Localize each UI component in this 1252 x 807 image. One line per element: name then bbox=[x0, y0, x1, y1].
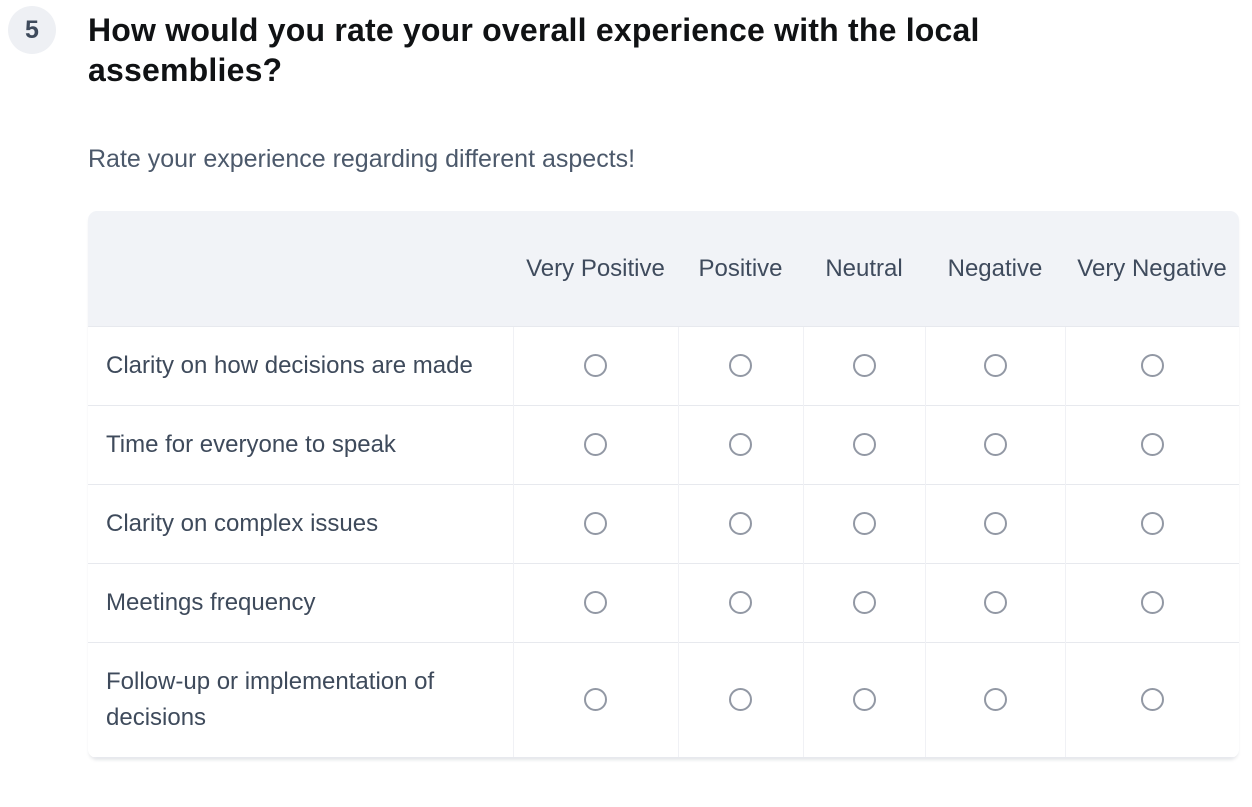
matrix-option-cell bbox=[802, 483, 925, 563]
matrix-option-cell bbox=[512, 562, 678, 642]
radio-button[interactable] bbox=[852, 433, 876, 456]
matrix-row-label: Clarity on complex issues bbox=[88, 483, 513, 563]
matrix-body: Clarity on how decisions are made Time fo… bbox=[88, 325, 1239, 758]
matrix-option-cell bbox=[677, 562, 803, 642]
matrix-option-cell bbox=[512, 325, 678, 405]
radio-button[interactable] bbox=[1140, 591, 1164, 614]
radio-button[interactable] bbox=[584, 688, 607, 711]
radio-button[interactable] bbox=[852, 512, 876, 535]
matrix-option-cell bbox=[802, 404, 925, 484]
matrix-option-cell bbox=[924, 325, 1065, 405]
question-title: How would you rate your overall experien… bbox=[88, 12, 980, 88]
matrix-option-cell bbox=[924, 483, 1065, 563]
radio-button[interactable] bbox=[729, 354, 752, 377]
radio-button[interactable] bbox=[729, 512, 752, 535]
question-number: 5 bbox=[25, 15, 39, 44]
matrix-row-label: Follow-up or implementation of decisions bbox=[88, 641, 513, 758]
matrix-option-cell bbox=[1064, 404, 1239, 484]
matrix-option-cell bbox=[677, 483, 803, 563]
matrix-option-cell bbox=[1064, 325, 1239, 405]
radio-button[interactable] bbox=[983, 433, 1007, 456]
radio-button[interactable] bbox=[852, 591, 876, 614]
radio-button[interactable] bbox=[1140, 512, 1164, 535]
matrix-table: Very Positive Positive Neutral Negative Very… bbox=[88, 211, 1239, 758]
radio-button[interactable] bbox=[1140, 433, 1164, 456]
question-description: Rate your experience regarding different… bbox=[88, 145, 636, 173]
matrix-option-cell bbox=[677, 325, 803, 405]
matrix-option-cell bbox=[924, 404, 1065, 484]
matrix-row-label: Meetings frequency bbox=[88, 562, 513, 642]
matrix-column-header: Very Negative bbox=[1065, 211, 1239, 326]
matrix-row-label: Clarity on how decisions are made bbox=[88, 325, 513, 405]
matrix-option-cell bbox=[677, 404, 803, 484]
radio-button[interactable] bbox=[1140, 688, 1164, 711]
matrix-header: Very Positive Positive Neutral Negative Very… bbox=[88, 211, 1239, 326]
radio-button[interactable] bbox=[983, 354, 1007, 377]
matrix-option-cell bbox=[1064, 641, 1239, 758]
radio-button[interactable] bbox=[1140, 354, 1164, 377]
matrix-column-header: Negative bbox=[925, 211, 1065, 326]
radio-button[interactable] bbox=[584, 354, 607, 377]
matrix-row: Clarity on complex issues bbox=[88, 483, 1239, 563]
radio-button[interactable] bbox=[983, 688, 1007, 711]
radio-button[interactable] bbox=[983, 591, 1007, 614]
matrix-option-cell bbox=[512, 483, 678, 563]
matrix-option-cell bbox=[677, 641, 803, 758]
matrix-row-label: Time for everyone to speak bbox=[88, 404, 513, 484]
radio-button[interactable] bbox=[983, 512, 1007, 535]
matrix-option-cell bbox=[802, 325, 925, 405]
matrix-column-header: Neutral bbox=[803, 211, 925, 326]
radio-button[interactable] bbox=[729, 688, 752, 711]
radio-button[interactable] bbox=[584, 433, 607, 456]
question-number-badge: 5 bbox=[8, 6, 56, 54]
matrix-option-cell bbox=[1064, 562, 1239, 642]
matrix-option-cell bbox=[1064, 483, 1239, 563]
matrix-row: Clarity on how decisions are made bbox=[88, 325, 1239, 405]
radio-button[interactable] bbox=[729, 591, 752, 614]
matrix-header-corner bbox=[88, 211, 513, 326]
matrix-option-cell bbox=[512, 641, 678, 758]
radio-button[interactable] bbox=[729, 433, 752, 456]
matrix-column-header: Very Positive bbox=[513, 211, 678, 326]
matrix-column-header: Positive bbox=[678, 211, 803, 326]
radio-button[interactable] bbox=[584, 512, 607, 535]
radio-button[interactable] bbox=[584, 591, 607, 614]
matrix-question: Very Positive Positive Neutral Negative Very… bbox=[88, 211, 1239, 758]
matrix-option-cell bbox=[802, 562, 925, 642]
matrix-option-cell bbox=[802, 641, 925, 758]
matrix-row: Time for everyone to speak bbox=[88, 404, 1239, 484]
radio-button[interactable] bbox=[852, 354, 876, 377]
matrix-row: Meetings frequency bbox=[88, 562, 1239, 642]
matrix-row: Follow-up or implementation of decisions bbox=[88, 641, 1239, 758]
matrix-option-cell bbox=[924, 562, 1065, 642]
matrix-option-cell bbox=[924, 641, 1065, 758]
matrix-option-cell bbox=[512, 404, 678, 484]
radio-button[interactable] bbox=[852, 688, 876, 711]
matrix-header-row: Very Positive Positive Neutral Negative Very… bbox=[88, 211, 1239, 326]
